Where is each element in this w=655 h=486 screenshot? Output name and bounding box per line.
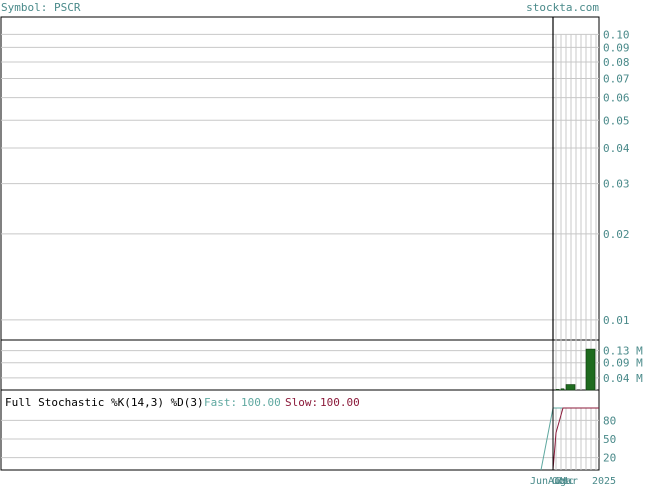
volume-bar bbox=[560, 388, 565, 391]
stochastic-title: Full Stochastic %K(14,3) %D(3) bbox=[5, 396, 204, 409]
price-panel bbox=[0, 16, 600, 341]
volume-bar bbox=[555, 389, 560, 391]
price-tick-label: 0.03 bbox=[603, 178, 630, 191]
price-tick-label: 0.10 bbox=[603, 28, 630, 41]
stochastic-tick-label: 20 bbox=[603, 452, 616, 465]
price-grid bbox=[1, 33, 599, 321]
x-axis-label: Oct bbox=[552, 476, 570, 486]
stochastic-ticks: 80 50 20 bbox=[603, 414, 616, 464]
x-axis-label: Dec bbox=[556, 476, 574, 486]
price-ticks: 0.100.09 0.08 0.07 0.06 0.05 0.04 0.03 0.02 0.01 bbox=[603, 28, 630, 327]
slow-value: 100.00 bbox=[320, 396, 360, 409]
price-tick-label: 0.09 bbox=[603, 41, 630, 54]
price-tick-label: 0.06 bbox=[603, 92, 630, 105]
volume-ticks: 0.13 M0.09 M 0.04 M bbox=[603, 345, 643, 385]
symbol-label: Symbol: PSCR bbox=[1, 1, 81, 14]
price-tick-label: 0.07 bbox=[603, 73, 630, 86]
price-tick-label: 0.04 bbox=[603, 142, 630, 155]
fast-label: Fast: bbox=[204, 396, 237, 409]
price-tick-label: 0.08 bbox=[603, 56, 630, 69]
price-tick-label: 0.05 bbox=[603, 114, 630, 127]
price-vertical-grid bbox=[555, 34, 597, 340]
x-axis-label: Mar bbox=[560, 476, 578, 486]
price-tick-label: 0.02 bbox=[603, 228, 630, 241]
price-tick-label: 0.01 bbox=[603, 314, 630, 327]
volume-bar bbox=[585, 348, 596, 391]
slow-label: Slow: bbox=[285, 396, 318, 409]
volume-panel bbox=[0, 339, 600, 391]
fast-value: 100.00 bbox=[241, 396, 281, 409]
x-axis-label: 2025 bbox=[592, 476, 616, 486]
stochastic-grid bbox=[1, 408, 599, 470]
x-axis-label: Aug bbox=[548, 476, 566, 486]
stochastic-tick-label: 80 bbox=[603, 414, 616, 427]
volume-bar bbox=[565, 384, 576, 391]
site-label: stockta.com bbox=[526, 1, 599, 14]
volume-bars bbox=[555, 348, 596, 391]
stochastic-panel bbox=[0, 389, 600, 471]
volume-tick-label: 0.04 M bbox=[603, 372, 643, 385]
stochastic-tick-label: 50 bbox=[603, 433, 616, 446]
volume-tick-label: 0.13 M bbox=[603, 345, 643, 358]
volume-grid bbox=[1, 340, 599, 390]
volume-tick-label: 0.09 M bbox=[603, 357, 643, 370]
x-axis-label: Jun bbox=[530, 476, 548, 486]
slow-stochastic-line bbox=[552, 407, 599, 471]
